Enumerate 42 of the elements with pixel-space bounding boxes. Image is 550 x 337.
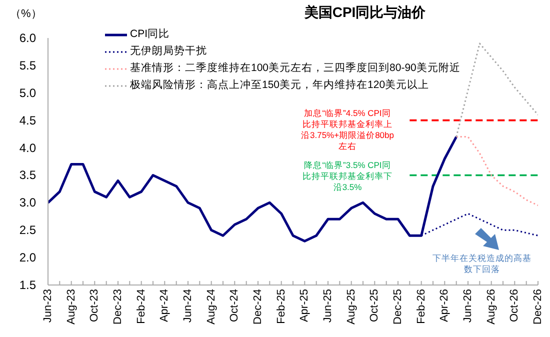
y-tick-label: 2.5 [19, 223, 36, 238]
x-tick-label: Jun-25 [322, 289, 334, 323]
x-tick-label: Oct-24 [228, 289, 241, 322]
x-tick-label: Apr-24 [158, 289, 171, 322]
x-tick-label: Aug-24 [205, 289, 218, 324]
x-tick-label: Jun-26 [462, 289, 474, 323]
annotation: 降息“临界”3.5% CPI同比持平联邦基金利率下沿3.5% [302, 160, 394, 193]
x-tick-label: Feb-25 [275, 289, 288, 324]
annotation: 下半年在关税造成的高基数下回落 [432, 253, 532, 275]
legend-label: 无伊朗局势干扰 [130, 44, 207, 59]
y-tick-label: 4.5 [19, 113, 36, 128]
x-tick-label: Feb-24 [135, 289, 148, 324]
y-tick-label: 5.5 [19, 58, 36, 72]
y-tick-label: 6.0 [19, 31, 36, 45]
x-tick-label: Aug-23 [65, 289, 78, 324]
y-tick-label: 2.0 [19, 250, 36, 265]
y-tick-label: 3.0 [19, 196, 36, 210]
x-tick-label: Dec-26 [532, 289, 544, 324]
line-series [456, 136, 538, 206]
x-tick-label: Oct-23 [88, 289, 101, 322]
y-axis-title: （%） [10, 7, 42, 21]
y-tick-label: 4.0 [19, 140, 36, 155]
x-tick-label: Apr-26 [438, 289, 451, 322]
x-tick-label: Apr-25 [298, 289, 311, 322]
y-tick-label: 5.0 [19, 86, 36, 100]
x-tick-label: Feb-26 [415, 289, 428, 324]
x-tick-label: Dec-23 [112, 289, 124, 324]
x-tick-label: Jun-24 [182, 289, 194, 323]
chart-title: 美国CPI同比与油价 [304, 4, 426, 20]
x-tick-label: Aug-26 [485, 289, 498, 324]
x-tick-label: Dec-24 [252, 289, 264, 324]
y-tick-label: 1.5 [19, 278, 36, 292]
y-tick-label: 3.5 [19, 168, 36, 182]
x-tick-label: Oct-25 [368, 289, 381, 322]
legend-label: 极端风险情形：高点上冲至150美元，年内维持在120美元以上 [130, 78, 430, 93]
x-tick-label: Jun-23 [42, 289, 54, 323]
x-tick-label: Oct-26 [508, 289, 521, 322]
x-tick-label: Dec-25 [392, 289, 404, 324]
legend-label: CPI同比 [130, 27, 170, 42]
legend-label: 基准情形：二季度维持在100美元左右，三四季度回到80-90美元附近 [130, 61, 460, 76]
x-tick-label: Aug-25 [345, 289, 358, 324]
annotation: 加息“临界”4.5% CPI同比持平联邦基金利率上沿3.75%+期限溢价80bp左右 [300, 108, 395, 152]
